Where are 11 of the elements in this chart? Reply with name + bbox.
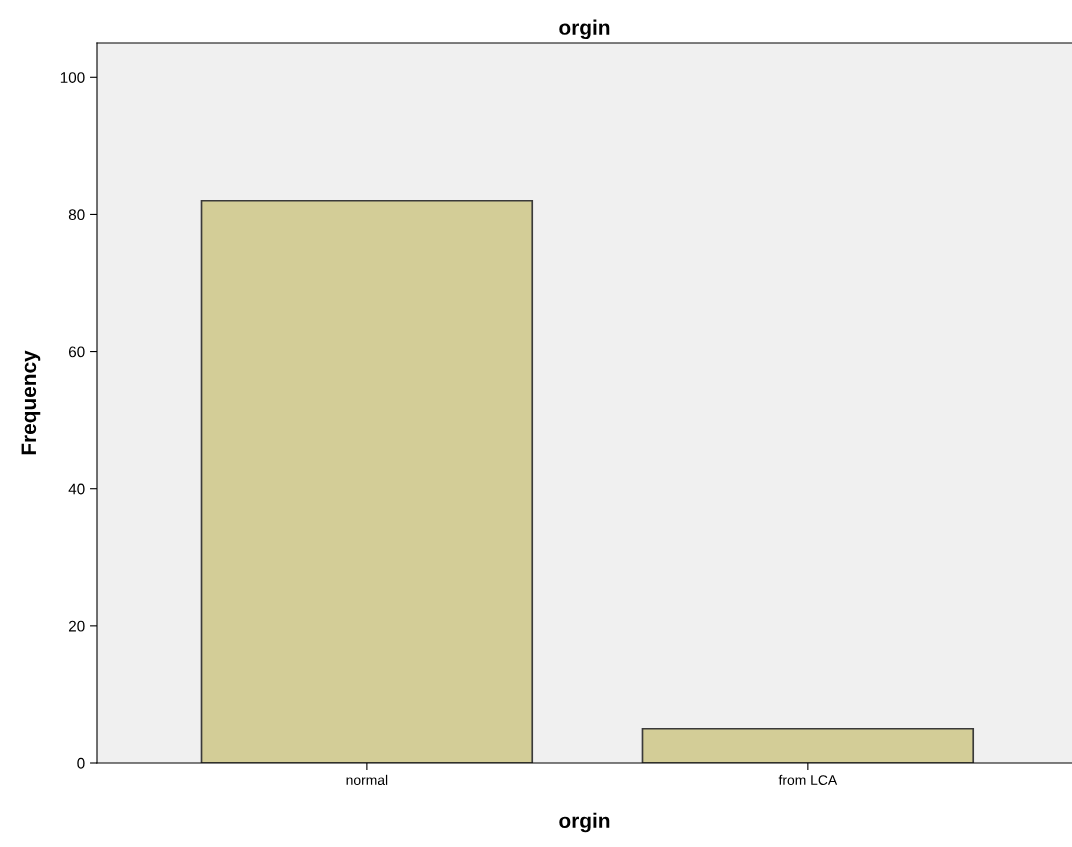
chart-title: orgin <box>559 19 610 40</box>
y-tick-label: 80 <box>68 209 85 221</box>
y-tick-label: 40 <box>68 483 85 495</box>
x-tick-label: normal <box>346 774 388 786</box>
y-axis-title: Frequency <box>21 350 41 455</box>
x-axis-title: orgin <box>559 812 610 833</box>
y-tick-label: 100 <box>60 72 85 83</box>
y-tick-label: 20 <box>68 620 85 632</box>
y-tick-label: 60 <box>68 346 85 358</box>
y-tick-label: 0 <box>77 757 85 769</box>
x-tick-label: from LCA <box>778 774 838 786</box>
